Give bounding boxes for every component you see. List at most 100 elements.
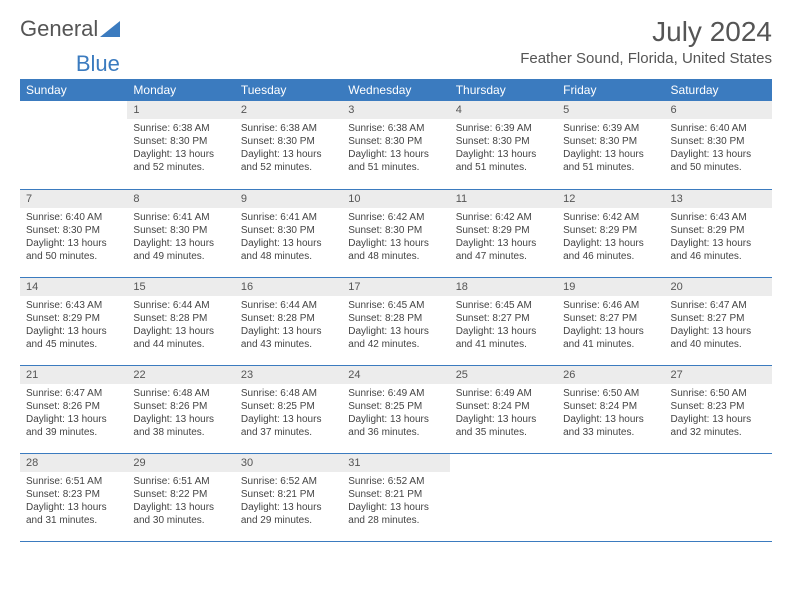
logo: General — [20, 16, 120, 42]
calendar-cell: 12Sunrise: 6:42 AMSunset: 8:29 PMDayligh… — [557, 189, 664, 277]
weekday-header: Saturday — [665, 79, 772, 101]
calendar-cell: 20Sunrise: 6:47 AMSunset: 8:27 PMDayligh… — [665, 277, 772, 365]
day-content: Sunrise: 6:45 AMSunset: 8:27 PMDaylight:… — [450, 296, 557, 355]
day-number: 9 — [235, 190, 342, 208]
day-content: Sunrise: 6:48 AMSunset: 8:25 PMDaylight:… — [235, 384, 342, 443]
calendar-cell: 11Sunrise: 6:42 AMSunset: 8:29 PMDayligh… — [450, 189, 557, 277]
day-content: Sunrise: 6:42 AMSunset: 8:30 PMDaylight:… — [342, 208, 449, 267]
day-number: 1 — [127, 101, 234, 119]
day-content: Sunrise: 6:39 AMSunset: 8:30 PMDaylight:… — [557, 119, 664, 178]
month-title: July 2024 — [520, 16, 772, 48]
day-number: 5 — [557, 101, 664, 119]
calendar-row: 1Sunrise: 6:38 AMSunset: 8:30 PMDaylight… — [20, 101, 772, 189]
day-content: Sunrise: 6:42 AMSunset: 8:29 PMDaylight:… — [450, 208, 557, 267]
calendar-cell: 26Sunrise: 6:50 AMSunset: 8:24 PMDayligh… — [557, 365, 664, 453]
calendar-row: 28Sunrise: 6:51 AMSunset: 8:23 PMDayligh… — [20, 453, 772, 541]
day-number: 12 — [557, 190, 664, 208]
calendar-cell: 16Sunrise: 6:44 AMSunset: 8:28 PMDayligh… — [235, 277, 342, 365]
day-content: Sunrise: 6:51 AMSunset: 8:23 PMDaylight:… — [20, 472, 127, 531]
weekday-header: Thursday — [450, 79, 557, 101]
day-content: Sunrise: 6:42 AMSunset: 8:29 PMDaylight:… — [557, 208, 664, 267]
calendar-cell: 5Sunrise: 6:39 AMSunset: 8:30 PMDaylight… — [557, 101, 664, 189]
calendar-cell: 29Sunrise: 6:51 AMSunset: 8:22 PMDayligh… — [127, 453, 234, 541]
day-content: Sunrise: 6:47 AMSunset: 8:26 PMDaylight:… — [20, 384, 127, 443]
calendar-cell: 6Sunrise: 6:40 AMSunset: 8:30 PMDaylight… — [665, 101, 772, 189]
day-content: Sunrise: 6:52 AMSunset: 8:21 PMDaylight:… — [342, 472, 449, 531]
day-content: Sunrise: 6:50 AMSunset: 8:24 PMDaylight:… — [557, 384, 664, 443]
calendar-cell: 13Sunrise: 6:43 AMSunset: 8:29 PMDayligh… — [665, 189, 772, 277]
day-content: Sunrise: 6:43 AMSunset: 8:29 PMDaylight:… — [20, 296, 127, 355]
day-number: 3 — [342, 101, 449, 119]
day-number: 17 — [342, 278, 449, 296]
calendar-cell: 7Sunrise: 6:40 AMSunset: 8:30 PMDaylight… — [20, 189, 127, 277]
day-number: 11 — [450, 190, 557, 208]
calendar-cell: 1Sunrise: 6:38 AMSunset: 8:30 PMDaylight… — [127, 101, 234, 189]
logo-triangle-icon — [100, 21, 120, 37]
weekday-header: Wednesday — [342, 79, 449, 101]
day-content: Sunrise: 6:45 AMSunset: 8:28 PMDaylight:… — [342, 296, 449, 355]
calendar-body: 1Sunrise: 6:38 AMSunset: 8:30 PMDaylight… — [20, 101, 772, 541]
calendar-header-row: SundayMondayTuesdayWednesdayThursdayFrid… — [20, 79, 772, 101]
day-content: Sunrise: 6:41 AMSunset: 8:30 PMDaylight:… — [235, 208, 342, 267]
calendar-row: 7Sunrise: 6:40 AMSunset: 8:30 PMDaylight… — [20, 189, 772, 277]
weekday-header: Sunday — [20, 79, 127, 101]
day-number: 30 — [235, 454, 342, 472]
day-number: 23 — [235, 366, 342, 384]
day-content: Sunrise: 6:51 AMSunset: 8:22 PMDaylight:… — [127, 472, 234, 531]
weekday-header: Tuesday — [235, 79, 342, 101]
calendar-cell: 17Sunrise: 6:45 AMSunset: 8:28 PMDayligh… — [342, 277, 449, 365]
day-content: Sunrise: 6:43 AMSunset: 8:29 PMDaylight:… — [665, 208, 772, 267]
day-content: Sunrise: 6:44 AMSunset: 8:28 PMDaylight:… — [127, 296, 234, 355]
calendar-row: 21Sunrise: 6:47 AMSunset: 8:26 PMDayligh… — [20, 365, 772, 453]
calendar-cell: 31Sunrise: 6:52 AMSunset: 8:21 PMDayligh… — [342, 453, 449, 541]
day-content: Sunrise: 6:50 AMSunset: 8:23 PMDaylight:… — [665, 384, 772, 443]
calendar-cell: 27Sunrise: 6:50 AMSunset: 8:23 PMDayligh… — [665, 365, 772, 453]
day-number: 4 — [450, 101, 557, 119]
day-content: Sunrise: 6:44 AMSunset: 8:28 PMDaylight:… — [235, 296, 342, 355]
day-number: 27 — [665, 366, 772, 384]
day-number: 16 — [235, 278, 342, 296]
calendar-cell: 10Sunrise: 6:42 AMSunset: 8:30 PMDayligh… — [342, 189, 449, 277]
day-number: 7 — [20, 190, 127, 208]
calendar-cell: 4Sunrise: 6:39 AMSunset: 8:30 PMDaylight… — [450, 101, 557, 189]
day-number: 14 — [20, 278, 127, 296]
calendar-cell: 19Sunrise: 6:46 AMSunset: 8:27 PMDayligh… — [557, 277, 664, 365]
logo-text-1: General — [20, 16, 98, 42]
calendar-cell: 18Sunrise: 6:45 AMSunset: 8:27 PMDayligh… — [450, 277, 557, 365]
calendar-cell: 22Sunrise: 6:48 AMSunset: 8:26 PMDayligh… — [127, 365, 234, 453]
logo-text-2-wrapper: GeneBlue — [22, 51, 774, 77]
day-content: Sunrise: 6:49 AMSunset: 8:24 PMDaylight:… — [450, 384, 557, 443]
day-number: 31 — [342, 454, 449, 472]
calendar-page: General July 2024 Feather Sound, Florida… — [0, 0, 792, 558]
calendar-cell: 2Sunrise: 6:38 AMSunset: 8:30 PMDaylight… — [235, 101, 342, 189]
day-content: Sunrise: 6:40 AMSunset: 8:30 PMDaylight:… — [20, 208, 127, 267]
day-number: 13 — [665, 190, 772, 208]
weekday-header: Friday — [557, 79, 664, 101]
day-number: 10 — [342, 190, 449, 208]
calendar-cell: 3Sunrise: 6:38 AMSunset: 8:30 PMDaylight… — [342, 101, 449, 189]
day-content: Sunrise: 6:48 AMSunset: 8:26 PMDaylight:… — [127, 384, 234, 443]
day-number: 6 — [665, 101, 772, 119]
day-number: 26 — [557, 366, 664, 384]
day-number: 28 — [20, 454, 127, 472]
day-content: Sunrise: 6:38 AMSunset: 8:30 PMDaylight:… — [235, 119, 342, 178]
day-number: 25 — [450, 366, 557, 384]
day-content: Sunrise: 6:46 AMSunset: 8:27 PMDaylight:… — [557, 296, 664, 355]
day-number: 21 — [20, 366, 127, 384]
calendar-cell — [557, 453, 664, 541]
calendar-cell: 15Sunrise: 6:44 AMSunset: 8:28 PMDayligh… — [127, 277, 234, 365]
day-number: 20 — [665, 278, 772, 296]
calendar-cell: 21Sunrise: 6:47 AMSunset: 8:26 PMDayligh… — [20, 365, 127, 453]
calendar-cell: 28Sunrise: 6:51 AMSunset: 8:23 PMDayligh… — [20, 453, 127, 541]
day-content: Sunrise: 6:40 AMSunset: 8:30 PMDaylight:… — [665, 119, 772, 178]
day-content: Sunrise: 6:52 AMSunset: 8:21 PMDaylight:… — [235, 472, 342, 531]
day-number: 18 — [450, 278, 557, 296]
day-content: Sunrise: 6:41 AMSunset: 8:30 PMDaylight:… — [127, 208, 234, 267]
calendar-cell — [20, 101, 127, 189]
calendar-cell: 30Sunrise: 6:52 AMSunset: 8:21 PMDayligh… — [235, 453, 342, 541]
day-content: Sunrise: 6:49 AMSunset: 8:25 PMDaylight:… — [342, 384, 449, 443]
day-content: Sunrise: 6:39 AMSunset: 8:30 PMDaylight:… — [450, 119, 557, 178]
day-number: 2 — [235, 101, 342, 119]
calendar-table: SundayMondayTuesdayWednesdayThursdayFrid… — [20, 79, 772, 542]
day-number: 19 — [557, 278, 664, 296]
